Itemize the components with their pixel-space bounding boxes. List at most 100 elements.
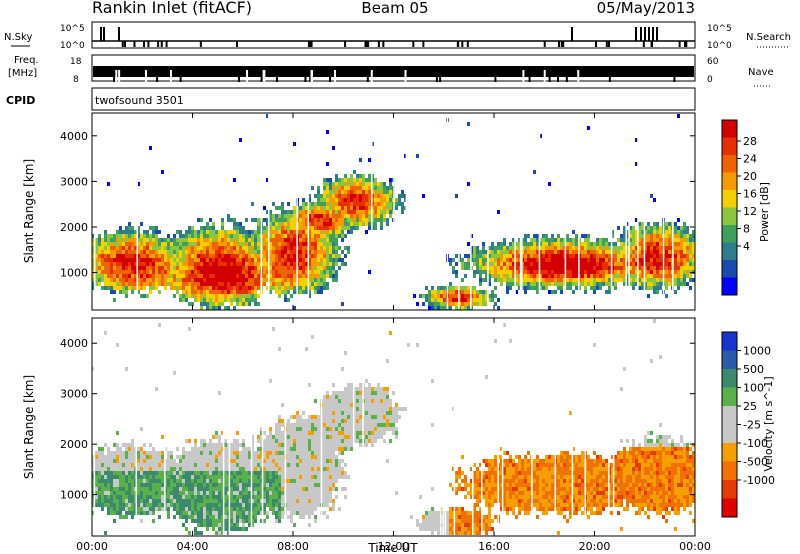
data-cell (125, 274, 128, 278)
data-cell (632, 262, 635, 266)
data-cell (326, 254, 329, 258)
data-cell (206, 507, 209, 511)
data-cell (569, 242, 572, 246)
data-cell (323, 459, 326, 463)
data-cell (158, 463, 161, 467)
data-cell (179, 242, 182, 246)
data-cell (317, 451, 320, 455)
data-cell (101, 471, 104, 475)
data-cell (500, 266, 503, 270)
data-cell (650, 282, 653, 286)
data-cell (176, 266, 179, 270)
data-cell (131, 439, 134, 443)
data-cell (668, 222, 671, 226)
data-cell (221, 286, 224, 290)
data-cell (329, 250, 332, 254)
data-cell (452, 298, 455, 302)
data-cell (641, 286, 644, 290)
data-cell (275, 222, 278, 226)
data-cell (227, 463, 230, 467)
data-cell (602, 262, 605, 266)
data-cell (107, 242, 110, 246)
data-cell (332, 222, 335, 226)
data-cell (299, 214, 302, 218)
data-cell (98, 471, 101, 475)
data-cell (116, 463, 119, 467)
data-cell (587, 250, 590, 254)
data-cell (209, 246, 212, 250)
data-cell (248, 451, 251, 455)
data-cell (320, 202, 323, 206)
data-cell (374, 202, 377, 206)
data-cell (323, 262, 326, 266)
data-cell (257, 250, 260, 254)
data-cell (320, 214, 323, 218)
data-cell (299, 250, 302, 254)
data-cell (215, 270, 218, 274)
data-cell (329, 487, 332, 491)
data-cell (230, 467, 233, 471)
data-cell (155, 479, 158, 483)
data-cell (659, 254, 662, 258)
data-cell (122, 266, 125, 270)
data-cell (296, 411, 299, 415)
data-cell (605, 266, 608, 270)
data-cell (239, 455, 242, 459)
data-cell (572, 258, 575, 262)
data-cell (269, 451, 272, 455)
data-cell (581, 246, 584, 250)
data-cell (536, 234, 539, 238)
data-cell (317, 230, 320, 234)
data-cell (152, 479, 155, 483)
data-cell (125, 507, 128, 511)
data-cell (296, 427, 299, 431)
data-cell (278, 282, 281, 286)
data-cell (203, 519, 206, 523)
data-cell (290, 250, 293, 254)
data-cell (128, 278, 131, 282)
data-cell (614, 246, 617, 250)
data-cell (146, 479, 149, 483)
data-cell (650, 242, 653, 246)
data-cell (317, 435, 320, 439)
data-cell (440, 306, 443, 310)
data-cell (290, 479, 293, 483)
data-cell (209, 270, 212, 274)
data-cell (107, 483, 110, 487)
data-cell (257, 230, 260, 234)
data-cell (143, 286, 146, 290)
data-cell (119, 258, 122, 262)
data-cell (308, 286, 311, 290)
data-cell (359, 202, 362, 206)
data-cell (122, 455, 125, 459)
data-cell (338, 254, 341, 258)
data-cell (125, 487, 128, 491)
data-cell (161, 274, 164, 278)
data-cell (650, 246, 653, 250)
data-cell (98, 250, 101, 254)
data-cell (341, 234, 344, 238)
data-cell (317, 467, 320, 471)
cpid-value: twofsound 3501 (95, 94, 184, 107)
data-cell (254, 250, 257, 254)
data-cell (281, 515, 284, 519)
data-cell (146, 483, 149, 487)
data-cell (485, 278, 488, 282)
data-cell (329, 443, 332, 447)
data-cell (329, 198, 332, 202)
data-cell (692, 258, 695, 262)
data-cell (338, 186, 341, 190)
data-cell (473, 302, 476, 306)
data-cell (311, 443, 314, 447)
data-cell (335, 214, 338, 218)
data-cell (362, 194, 365, 198)
data-cell (95, 242, 98, 246)
data-cell (170, 475, 173, 479)
data-cell (134, 475, 137, 479)
data-cell (320, 230, 323, 234)
data-cell (326, 435, 329, 439)
data-cell (323, 499, 326, 503)
data-cell (215, 503, 218, 507)
data-cell (128, 226, 131, 230)
data-cell (302, 214, 305, 218)
